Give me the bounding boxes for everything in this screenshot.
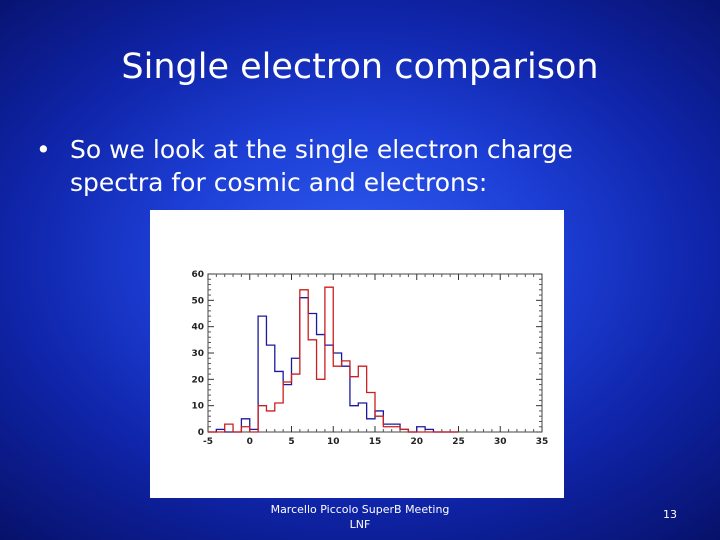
page-number: 13 xyxy=(663,508,677,521)
histogram-panel: -5 0 5 10 15 20 25 30 35 0 10 20 30 40 50 60 xyxy=(150,210,564,498)
x-tick-label: 25 xyxy=(452,437,465,447)
x-tick-label: 20 xyxy=(410,437,423,447)
histogram-line-red xyxy=(208,286,459,433)
bullet-text: So we look at the single electron charge… xyxy=(70,135,573,197)
y-tick-label: 20 xyxy=(191,375,204,385)
x-tick-label: 15 xyxy=(369,437,382,447)
slide-title: Single electron comparison xyxy=(121,47,599,87)
x-tick-label: 10 xyxy=(327,437,340,447)
y-tick-label: 40 xyxy=(191,323,204,333)
y-tick-label: 60 xyxy=(191,270,204,280)
bullet-mark: • xyxy=(36,135,51,164)
y-tick-label: 30 xyxy=(191,349,204,359)
histogram-series xyxy=(208,286,459,433)
bullet-item: • So we look at the single electron char… xyxy=(36,133,636,199)
footer: Marcello Piccolo SuperB Meeting LNF xyxy=(250,502,470,532)
x-tick-label: 35 xyxy=(536,437,549,447)
x-tick-label: 30 xyxy=(494,437,507,447)
y-tick-label: 50 xyxy=(191,296,204,306)
footer-line-1: Marcello Piccolo SuperB Meeting xyxy=(270,503,450,516)
y-tick-label: 10 xyxy=(191,402,204,412)
x-tick-label: 0 xyxy=(247,437,253,447)
y-tick-label: 0 xyxy=(198,428,204,438)
footer-line-2: LNF xyxy=(349,518,371,531)
x-tick-label: -5 xyxy=(203,437,213,447)
x-tick-label: 5 xyxy=(288,437,294,447)
